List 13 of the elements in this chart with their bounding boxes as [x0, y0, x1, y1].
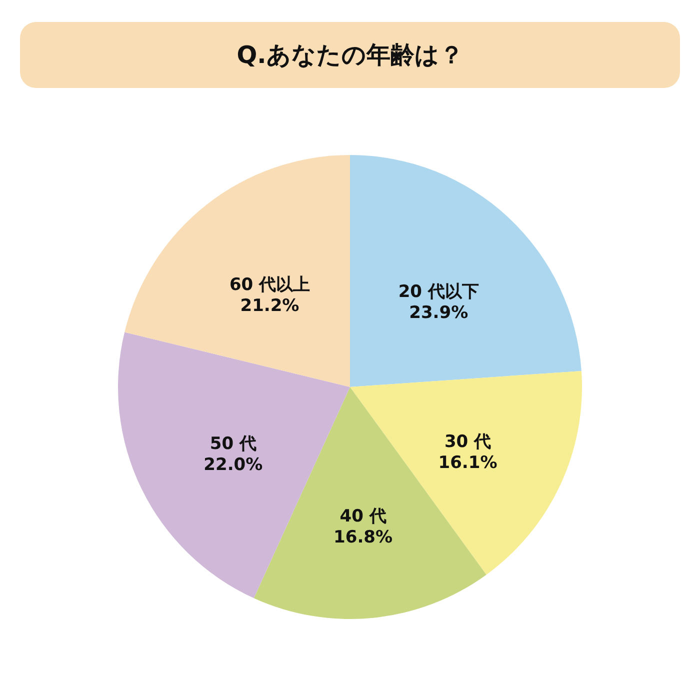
slice-label: 40 代 [340, 506, 386, 526]
slice-label: 50 代 [210, 434, 256, 454]
pie-slice [124, 155, 350, 387]
data-label: 21.2% [240, 296, 300, 316]
data-label: 16.8% [334, 527, 393, 548]
data-label: 23.9% [409, 303, 468, 324]
data-label: 22.0% [204, 454, 263, 475]
slice-label: 30 代 [444, 432, 492, 452]
slice-label: 60 代以上 [229, 274, 310, 295]
chart-title: Q.あなたの年齢は？ [20, 22, 680, 88]
slice-label: 20 代以下 [398, 282, 479, 302]
data-label: 16.1% [438, 452, 498, 473]
pie-slice [350, 155, 582, 387]
